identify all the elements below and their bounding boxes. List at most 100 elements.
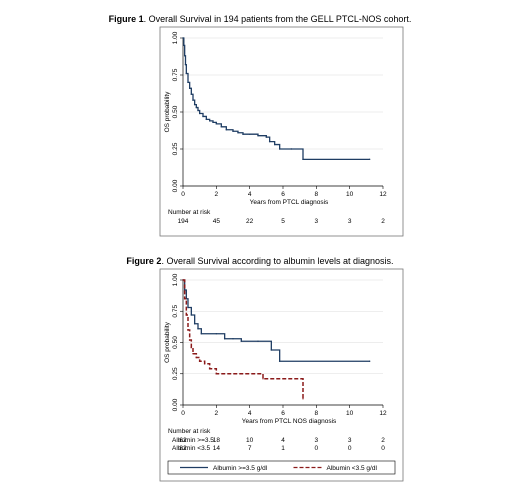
x-tick-label: 6 xyxy=(281,410,285,417)
km-point xyxy=(273,143,276,146)
km-point xyxy=(184,63,187,66)
km-point xyxy=(192,353,194,355)
x-tick-label: 12 xyxy=(379,191,387,198)
km-point xyxy=(195,106,198,109)
risk-value: 2 xyxy=(381,437,385,444)
km-point xyxy=(208,368,211,370)
y-tick-label: 1.00 xyxy=(172,273,179,286)
risk-value: 0 xyxy=(348,445,352,452)
km-point xyxy=(190,346,193,349)
km-point xyxy=(197,109,199,112)
x-tick-label: 4 xyxy=(248,191,252,198)
risk-value: 194 xyxy=(178,218,189,225)
km-point xyxy=(215,373,218,375)
km-point xyxy=(368,158,371,161)
km-point xyxy=(188,87,191,90)
y-tick-label: 0.50 xyxy=(172,336,179,349)
y-tick-label: 0.25 xyxy=(172,367,179,380)
km-point xyxy=(197,328,199,330)
x-tick-label: 10 xyxy=(346,191,354,198)
km-point xyxy=(212,121,214,124)
risk-value: 18 xyxy=(213,437,221,444)
km-point xyxy=(203,363,206,365)
y-axis-label: OS probability xyxy=(164,321,171,363)
y-tick-label: 0.75 xyxy=(172,305,179,318)
x-tick-label: 8 xyxy=(315,191,319,198)
risk-value: 82 xyxy=(179,445,187,452)
risk-value: 14 xyxy=(213,445,221,452)
km-point xyxy=(188,339,191,341)
y-tick-label: 0.75 xyxy=(172,68,179,81)
km-point xyxy=(187,329,189,331)
km-point xyxy=(202,115,204,118)
x-axis-label: Years from PTCL diagnosis xyxy=(250,199,329,206)
figure2-caption-text: . Overall Survival according to albumin … xyxy=(161,256,394,266)
km-point xyxy=(185,72,188,75)
y-tick-label: 1.00 xyxy=(172,31,179,44)
km-point xyxy=(368,360,371,362)
chart-frame xyxy=(159,26,404,237)
km-point xyxy=(278,360,281,362)
km-point xyxy=(193,103,196,106)
x-tick-label: 4 xyxy=(248,410,252,417)
x-axis-label: Years from PTCL NOS diagnosis xyxy=(242,418,337,425)
figure2-caption: Figure 2. Overall Survival according to … xyxy=(0,256,520,266)
km-point xyxy=(300,378,303,380)
risk-value: 7 xyxy=(248,445,252,452)
km-point xyxy=(198,360,201,362)
x-tick-label: 0 xyxy=(181,410,185,417)
risk-value: 0 xyxy=(381,445,385,452)
km-point xyxy=(302,158,304,161)
km-point xyxy=(270,349,273,351)
km-point xyxy=(183,55,186,57)
chart-1: 0.00 0.25 0.50 0.75 1.00 0 2 4 6 8 10 12 Years from … xyxy=(159,26,404,237)
km-point xyxy=(190,314,193,316)
x-tick-label: 2 xyxy=(215,191,219,198)
figure2-caption-prefix: Figure 2 xyxy=(126,256,162,266)
risk-value: 3 xyxy=(348,437,352,444)
km-point xyxy=(302,398,304,400)
km-point xyxy=(257,134,259,137)
km-point xyxy=(182,37,184,39)
risk-row-label: Albumin <3.5 xyxy=(172,445,211,452)
km-point xyxy=(182,279,184,281)
km-point xyxy=(190,93,193,95)
risk-table-title: Number at risk xyxy=(168,209,211,216)
km-point xyxy=(200,333,203,335)
km-point xyxy=(198,112,201,115)
km-point xyxy=(183,44,185,47)
chart-frame xyxy=(159,268,404,482)
x-tick-label: 6 xyxy=(281,191,285,198)
risk-value: 3 xyxy=(315,218,319,225)
km-point xyxy=(232,130,234,132)
risk-value: 1 xyxy=(281,445,285,452)
km-point xyxy=(220,126,223,128)
x-tick-label: 0 xyxy=(181,191,185,198)
risk-value: 3 xyxy=(348,218,352,225)
km-point xyxy=(185,314,188,316)
km-point xyxy=(195,356,198,359)
risk-value: 22 xyxy=(246,218,254,225)
legend-box xyxy=(167,460,396,475)
km-point xyxy=(187,81,189,84)
risk-value: 45 xyxy=(213,218,221,225)
y-tick-label: 0.50 xyxy=(172,105,179,118)
km-point xyxy=(215,123,218,125)
km-point xyxy=(232,338,234,340)
x-tick-label: 2 xyxy=(215,410,219,417)
risk-row-label: Albumin >=3.5 xyxy=(172,437,214,444)
km-point xyxy=(242,133,244,135)
km-point xyxy=(187,306,189,309)
km-point xyxy=(248,133,251,135)
km-point xyxy=(262,378,264,380)
risk-value: 5 xyxy=(281,218,285,225)
risk-value: 62 xyxy=(179,437,187,444)
risk-value: 4 xyxy=(281,437,285,444)
risk-value: 3 xyxy=(315,437,319,444)
km-point xyxy=(205,118,208,121)
km-point xyxy=(278,148,281,150)
legend-label: Albumin <3.5 g/dl xyxy=(327,465,378,472)
y-tick-label: 0.00 xyxy=(172,179,179,192)
risk-value: 0 xyxy=(315,445,319,452)
